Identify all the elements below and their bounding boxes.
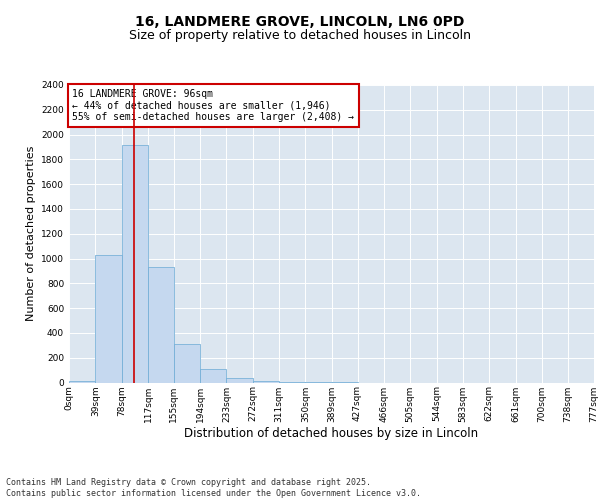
Text: 16, LANDMERE GROVE, LINCOLN, LN6 0PD: 16, LANDMERE GROVE, LINCOLN, LN6 0PD bbox=[136, 16, 464, 30]
Y-axis label: Number of detached properties: Number of detached properties bbox=[26, 146, 35, 322]
Bar bbox=[122, 144, 148, 382]
X-axis label: Distribution of detached houses by size in Lincoln: Distribution of detached houses by size … bbox=[184, 427, 479, 440]
Bar bbox=[148, 267, 174, 382]
Bar bbox=[200, 370, 226, 382]
Text: Contains HM Land Registry data © Crown copyright and database right 2025.
Contai: Contains HM Land Registry data © Crown c… bbox=[6, 478, 421, 498]
Text: 16 LANDMERE GROVE: 96sqm
← 44% of detached houses are smaller (1,946)
55% of sem: 16 LANDMERE GROVE: 96sqm ← 44% of detach… bbox=[73, 88, 355, 122]
Bar bbox=[174, 344, 200, 383]
Bar bbox=[226, 378, 253, 382]
Text: Size of property relative to detached houses in Lincoln: Size of property relative to detached ho… bbox=[129, 28, 471, 42]
Bar bbox=[95, 255, 122, 382]
